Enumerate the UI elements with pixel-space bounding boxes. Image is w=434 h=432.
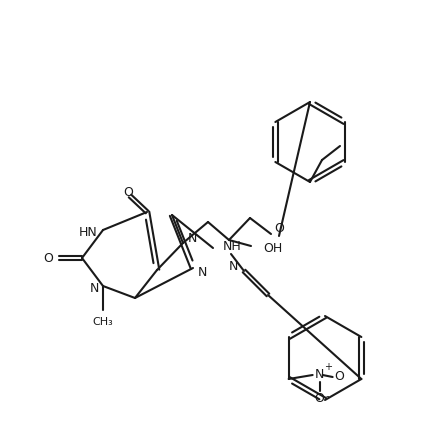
- Text: -: -: [326, 391, 329, 401]
- Text: HN: HN: [79, 226, 98, 238]
- Text: +: +: [324, 362, 332, 372]
- Text: N: N: [315, 368, 324, 381]
- Text: N: N: [188, 232, 197, 245]
- Text: O: O: [274, 222, 284, 235]
- Text: N: N: [198, 266, 207, 279]
- Text: O: O: [123, 187, 133, 200]
- Text: O: O: [43, 251, 53, 264]
- Text: O: O: [315, 393, 325, 406]
- Text: N: N: [229, 260, 238, 273]
- Text: CH₃: CH₃: [92, 317, 113, 327]
- Text: O: O: [335, 371, 345, 384]
- Text: OH: OH: [263, 241, 282, 254]
- Text: N: N: [90, 282, 99, 295]
- Text: NH: NH: [223, 239, 242, 252]
